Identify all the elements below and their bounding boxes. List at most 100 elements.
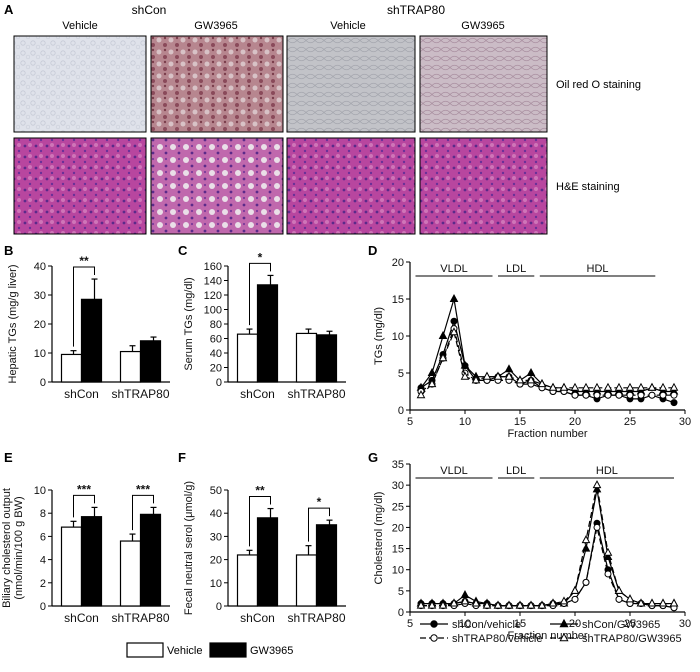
bar-gw3965-shcon [256, 284, 279, 383]
y-tick-label: 80 [210, 319, 222, 331]
fraction-band-label: LDL [506, 263, 526, 275]
col-label-vehicle-1: Vehicle [62, 20, 97, 32]
chart-c: 0 20 40 60 80 100 120 140 160 Serum TGs (mg/dl) sh… [183, 250, 346, 401]
bar-vehicle-shtrap80 [119, 540, 142, 607]
legend-label: shTRAP80/GW3965 [582, 633, 682, 645]
data-point [582, 578, 590, 586]
data-point [592, 382, 602, 391]
significance-bracket [132, 494, 154, 531]
data-point [648, 391, 656, 399]
bar-gw3965-shtrap80 [139, 340, 162, 383]
data-point [526, 367, 536, 376]
y-tick-label: 15 [392, 544, 404, 556]
y-tick-label: 35 [392, 459, 404, 471]
fraction-band-label: VLDL [440, 465, 468, 477]
col-label-vehicle-2: Vehicle [330, 20, 365, 32]
data-point [482, 371, 492, 380]
data-point [449, 293, 459, 302]
data-point [581, 535, 591, 544]
bar-gw3965-shcon [256, 517, 279, 607]
y-tick-label: 0 [398, 405, 404, 417]
x-tick-label: 20 [569, 416, 581, 428]
data-point [537, 379, 547, 388]
x-axis-label: Fraction number [507, 428, 587, 440]
data-point [636, 382, 646, 391]
significance-label: * [317, 495, 322, 509]
y-tick-label: 10 [34, 348, 46, 360]
data-point [603, 551, 613, 561]
series-line [420, 326, 674, 396]
data-point [548, 382, 558, 391]
y-tick-label: 15 [392, 294, 404, 306]
significance-bracket [249, 262, 271, 326]
bar-vehicle-shcon [60, 526, 83, 607]
x-tick-label: 10 [459, 618, 471, 630]
x-tick-label: 30 [679, 618, 691, 630]
data-point [427, 367, 437, 376]
y-tick-label: 10 [392, 331, 404, 343]
y-tick-label: 40 [210, 348, 222, 360]
y-tick-label: 10 [34, 485, 46, 497]
legend-label-vehicle: Vehicle [167, 645, 202, 657]
data-point [593, 523, 601, 531]
data-point [636, 598, 646, 607]
data-point [637, 391, 645, 399]
data-point [571, 595, 579, 603]
data-point [614, 382, 624, 391]
bar-gw3965-shtrap80 [315, 524, 338, 607]
series-line [421, 523, 675, 609]
bar-vehicle-shcon [236, 333, 259, 383]
bar-gw3965-shtrap80 [139, 513, 162, 607]
row-label-oil-red: Oil red O staining [556, 79, 641, 91]
micrograph-he-shtrap80-gw3965 [419, 137, 548, 235]
y-tick-label: 50 [210, 485, 222, 497]
fraction-band-label: VLDL [440, 263, 468, 275]
panel-letter-b: B [4, 243, 13, 258]
y-tick-label: 0 [40, 377, 46, 389]
y-tick-label: 20 [210, 363, 222, 375]
series-line [421, 485, 674, 607]
data-point [604, 391, 612, 399]
data-point [647, 382, 657, 391]
data-point [526, 375, 536, 384]
data-point [559, 632, 569, 642]
y-tick-label: 4 [40, 555, 46, 567]
panel-letter-a: A [4, 2, 14, 17]
significance-bracket [308, 507, 330, 542]
data-point [670, 399, 678, 407]
y-tick-label: 0 [216, 377, 222, 389]
x-tick-label: 25 [624, 618, 636, 630]
y-tick-label: 8 [40, 508, 46, 520]
series-line [420, 330, 674, 396]
data-point [515, 375, 525, 384]
data-point [438, 600, 448, 609]
x-tick-label: shCon [240, 611, 275, 625]
x-tick-label: 30 [679, 416, 691, 428]
col-label-gw3965-1: GW3965 [194, 20, 237, 32]
data-point [626, 391, 634, 399]
y-tick-label: 30 [210, 531, 222, 543]
x-tick-label: shTRAP80 [287, 611, 345, 625]
data-point [603, 547, 613, 556]
data-point [571, 391, 579, 399]
x-tick-label: shTRAP80 [111, 387, 169, 401]
data-point [659, 391, 667, 399]
data-point [449, 598, 459, 607]
data-point [615, 595, 623, 603]
series-line [421, 527, 675, 609]
data-point [504, 600, 514, 609]
y-axis-label: Fecal neutral serol (μmol/g) [183, 481, 195, 615]
significance-label: ** [79, 254, 89, 268]
data-point [430, 620, 438, 628]
x-tick-label: 10 [459, 416, 471, 428]
y-tick-label: 0 [216, 601, 222, 613]
data-point [504, 364, 514, 373]
panel-letter-c: C [178, 243, 188, 258]
bar-legend: Vehicle GW3965 [126, 642, 293, 658]
data-point [416, 600, 426, 609]
data-point [438, 330, 448, 339]
y-tick-label: 140 [204, 276, 222, 288]
chart-f: 0 10 20 30 40 50 Fecal neutral serol (μmol/g) s… [183, 481, 346, 625]
